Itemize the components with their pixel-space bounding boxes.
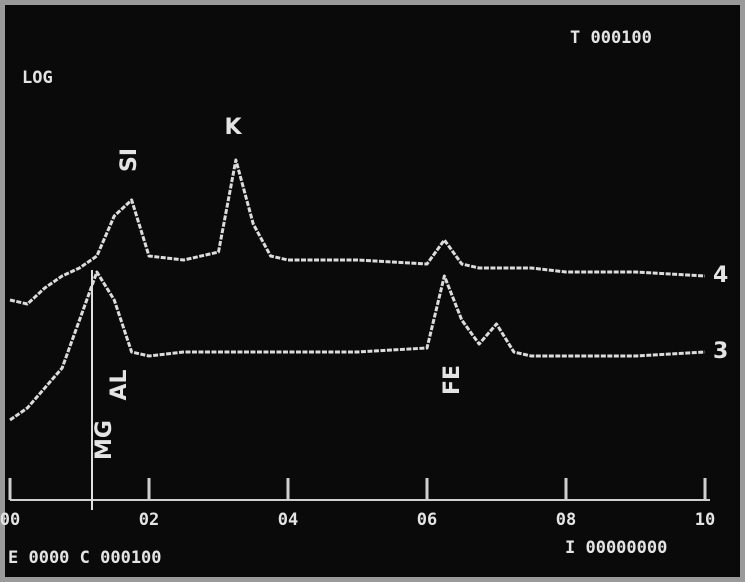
x-tick-label: 10 <box>695 510 715 530</box>
peak-label: K <box>224 115 242 140</box>
trace-label: 3 <box>713 339 728 364</box>
x-tick-label: 02 <box>139 510 159 530</box>
scale-label: LOG <box>22 68 53 88</box>
x-tick-label: 04 <box>278 510 298 530</box>
peak-label: SI <box>117 148 142 172</box>
bottom-right-label: I 00000000 <box>565 538 667 558</box>
x-tick-label: 06 <box>417 510 437 530</box>
bottom-left-label: E 0000 C 000100 <box>8 548 162 568</box>
peak-label: FE <box>440 365 465 395</box>
screen: T 000100 LOG E 0000 C 000100 I 00000000 … <box>0 0 745 582</box>
top-label: T 000100 <box>570 28 652 48</box>
peak-label: MG <box>92 420 117 460</box>
trace-label: 4 <box>713 263 728 288</box>
page: {"chart_data": {"type": "line", "top_lab… <box>0 0 745 582</box>
peak-label: AL <box>107 369 132 400</box>
x-tick-label: 00 <box>0 510 20 530</box>
x-tick-label: 08 <box>556 510 576 530</box>
screen-frame <box>0 0 745 582</box>
